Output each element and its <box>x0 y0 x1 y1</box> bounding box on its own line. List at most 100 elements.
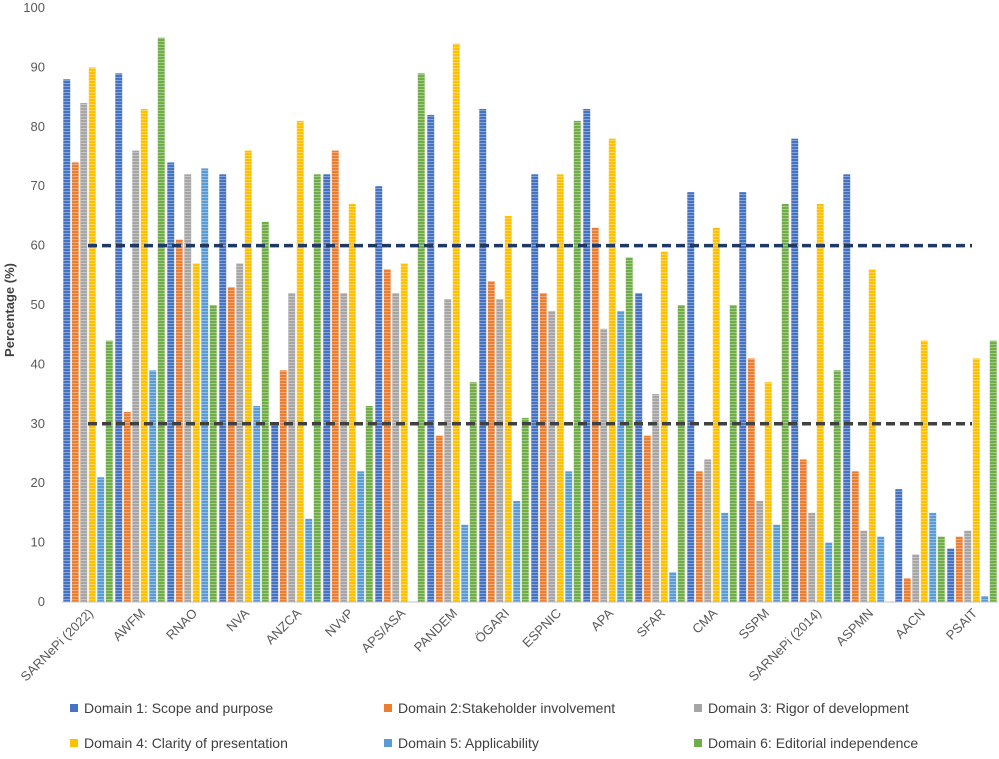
bar-texture <box>860 530 868 602</box>
bar-texture <box>236 263 244 602</box>
bar-texture <box>504 215 512 602</box>
bar-texture <box>132 150 140 602</box>
bar-texture <box>843 174 851 602</box>
legend-swatch <box>694 704 702 712</box>
bar-texture <box>687 192 695 602</box>
bar-texture <box>625 257 633 602</box>
x-tick-label: NVvP <box>322 606 356 640</box>
bar-texture <box>479 108 487 602</box>
bar-texture <box>773 524 781 602</box>
bar-texture <box>877 536 885 602</box>
bar-texture <box>851 471 859 602</box>
bar-texture <box>209 305 217 602</box>
legend-item: Domain 3: Rigor of development <box>694 700 909 716</box>
legend-swatch <box>384 739 392 747</box>
legend-swatch <box>70 704 78 712</box>
bar-texture <box>617 310 625 602</box>
bar-texture <box>981 596 989 602</box>
legend-swatch <box>70 739 78 747</box>
bar-texture <box>348 204 356 602</box>
bar-texture <box>600 328 608 602</box>
bar-texture <box>149 370 157 602</box>
bar-texture <box>461 524 469 602</box>
x-tick-label: PSAIT <box>943 605 980 642</box>
legend-label: Domain 1: Scope and purpose <box>84 700 274 716</box>
bar-texture <box>643 435 651 602</box>
bar-texture <box>652 394 660 602</box>
x-tick-label: ESPNIC <box>519 606 564 651</box>
bar-texture <box>427 114 435 603</box>
bar-texture <box>521 417 529 602</box>
bar-texture <box>115 73 123 603</box>
bar-texture <box>244 150 252 602</box>
bar-texture <box>669 572 677 602</box>
bar-texture <box>868 269 876 602</box>
x-tick-label: APA <box>588 605 617 634</box>
x-tick-label: SARNePi (2022) <box>18 606 97 685</box>
y-tick-label: 0 <box>38 594 45 609</box>
bar-texture <box>608 138 616 602</box>
bar-texture <box>201 168 209 602</box>
bar-texture <box>400 263 408 602</box>
bar-texture <box>97 477 105 602</box>
bar-texture <box>323 174 331 602</box>
bar-texture <box>695 471 703 602</box>
bar-texture <box>417 73 425 603</box>
x-tick-label: ÖGARI <box>472 606 512 646</box>
y-tick-label: 90 <box>31 59 45 74</box>
bar-texture <box>375 186 383 602</box>
bar-texture <box>565 471 573 602</box>
bar-texture <box>123 411 131 602</box>
bar-texture <box>573 120 581 603</box>
x-tick-label: SFAR <box>633 606 668 641</box>
legend-swatch <box>694 739 702 747</box>
bar-texture <box>739 192 747 602</box>
y-tick-label: 30 <box>31 416 45 431</box>
x-tick-label: ASPMN <box>833 606 876 649</box>
bar-texture <box>175 239 183 602</box>
y-tick-label: 10 <box>31 535 45 550</box>
bar-texture <box>825 542 833 602</box>
x-tick-label: ANZCA <box>262 605 304 647</box>
legend-label: Domain 2:Stakeholder involvement <box>398 700 616 716</box>
legend-item: Domain 6: Editorial independence <box>694 735 918 751</box>
bar-texture <box>660 251 668 603</box>
y-tick-label: 40 <box>31 356 45 371</box>
bar-texture <box>972 358 980 602</box>
y-tick-label: 70 <box>31 178 45 193</box>
x-tick-label: RNAO <box>163 606 200 643</box>
legend-swatch <box>384 704 392 712</box>
bar-texture <box>261 221 269 602</box>
bar-texture <box>80 103 88 602</box>
bar-texture <box>157 37 165 602</box>
bar-texture <box>167 162 175 602</box>
bar-texture <box>313 174 321 602</box>
bar-texture <box>444 299 452 602</box>
bar-texture <box>833 370 841 602</box>
bar-texture <box>591 227 599 602</box>
bar-texture <box>635 293 643 602</box>
x-tick-label: APS/ASA <box>358 605 408 655</box>
bar-texture <box>937 536 945 602</box>
bar-texture <box>487 281 495 602</box>
bar-texture <box>929 512 937 602</box>
bar-texture <box>184 174 192 602</box>
legend-label: Domain 5: Applicability <box>398 735 539 751</box>
bar-texture <box>729 305 737 602</box>
bar-texture <box>452 43 460 602</box>
bar-texture <box>105 340 113 602</box>
bar-texture <box>903 578 911 602</box>
legend-label: Domain 3: Rigor of development <box>708 700 909 716</box>
bar-texture <box>756 501 764 602</box>
legend-item: Domain 1: Scope and purpose <box>70 700 273 716</box>
bar-texture <box>895 489 903 602</box>
bar-texture <box>583 108 591 602</box>
bar-texture <box>305 518 313 602</box>
bar-texture <box>721 512 729 602</box>
bar-texture <box>140 108 148 602</box>
bar-texture <box>531 174 539 602</box>
bar-texture <box>192 263 200 602</box>
bar-texture <box>253 405 261 602</box>
bar-texture <box>63 79 71 602</box>
